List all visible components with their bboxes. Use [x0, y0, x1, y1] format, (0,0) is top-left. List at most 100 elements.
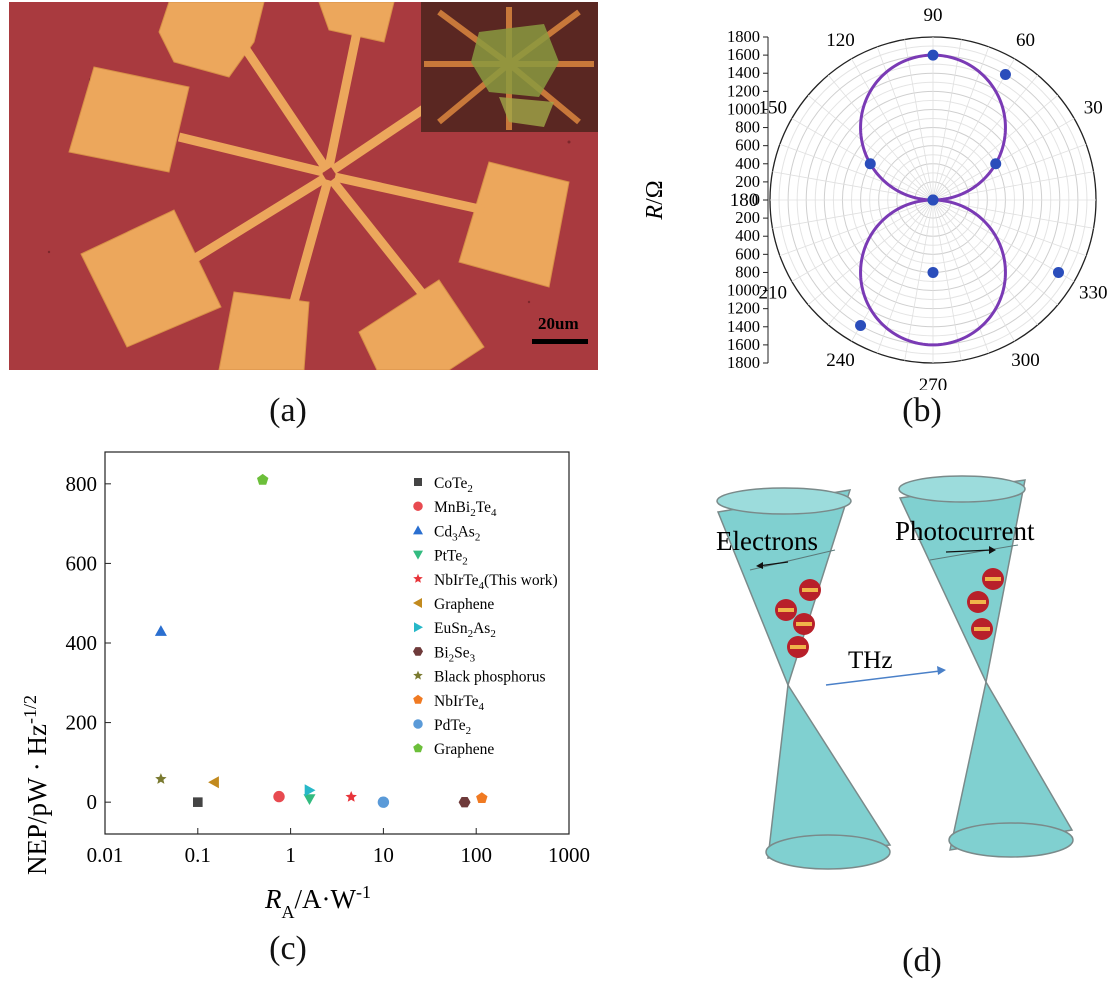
- radial-tick-label: 600: [735, 244, 760, 263]
- x-tick-label: 10: [373, 843, 394, 867]
- x-tick-label: 100: [460, 843, 492, 867]
- legend-label-9: NbIrTe4: [434, 693, 485, 713]
- polar-spoke: [932, 74, 1039, 201]
- y-axis-label: NEP/pW · Hz-1/2: [20, 695, 52, 875]
- angle-label-30: 30: [1084, 98, 1103, 119]
- scatter-point-5: [208, 776, 219, 789]
- polar-spoke: [932, 94, 1059, 201]
- thz-arrow: [825, 670, 941, 686]
- legend-marker-11: [413, 743, 423, 753]
- legend-label-6: EuSn2As2: [434, 620, 496, 640]
- caption-d: (d): [902, 942, 942, 979]
- polar-spoke: [851, 58, 934, 201]
- radial-tick-label: 400: [735, 226, 760, 245]
- legend-marker-9: [413, 694, 423, 704]
- polar-data-point: [864, 158, 876, 170]
- y-tick-label: 200: [66, 711, 98, 735]
- angle-label-330: 330: [1079, 283, 1108, 304]
- radial-tick-label: 1400: [727, 317, 760, 336]
- polar-spoke: [791, 118, 934, 201]
- radial-tick-label: 1000: [727, 99, 760, 118]
- radial-tick-label: 1000: [727, 281, 760, 300]
- legend-marker-8: [413, 670, 423, 680]
- radial-tick-label: 1600: [727, 45, 760, 64]
- polar-spoke: [932, 118, 1075, 201]
- radial-tick-label: 800: [735, 118, 760, 137]
- radial-axis-ticks: 1800160014001200100080060040020002004006…: [727, 27, 769, 372]
- caption-a: (a): [269, 392, 307, 429]
- legend-label-0: CoTe2: [434, 475, 473, 495]
- fermi-line-left: [749, 549, 836, 571]
- y-axis-label: R/Ω: [642, 180, 668, 220]
- polar-data-point: [999, 69, 1011, 81]
- angle-label-240: 240: [826, 350, 855, 371]
- polar-data-point: [927, 49, 939, 61]
- radial-tick-label: 1800: [727, 353, 760, 372]
- y-tick-label: 0: [87, 790, 98, 814]
- angle-label-60: 60: [1016, 30, 1035, 51]
- panel-d: Electrons Photocurrent THz: [700, 460, 1110, 930]
- polar-spoke: [932, 199, 962, 361]
- angle-label-180: 180: [730, 190, 759, 211]
- legend-label-11: Graphene: [434, 741, 494, 758]
- scatter-point-3: [303, 794, 316, 805]
- radial-tick-label: 1400: [727, 63, 760, 82]
- charge-icons: [775, 568, 1004, 658]
- photocurrent-arrow: [945, 549, 993, 553]
- plot-frame: [104, 451, 570, 835]
- x-tick-label: 0.1: [185, 843, 211, 867]
- nep-scatter-chart: 0 200 400 600 800 0.01 0.1 1 10 100 1000 CoTe2 MnB…: [20, 451, 590, 922]
- caption-b: (b): [902, 392, 942, 429]
- polar-spoke: [807, 199, 934, 306]
- scatter-point-2: [154, 625, 167, 636]
- scatter-point-7: [458, 797, 471, 808]
- photocurrent-label: Photocurrent: [895, 516, 1035, 546]
- scatter-point-11: [257, 473, 269, 485]
- panel-b: 1800 1600 1400 1200 1000 800 600 400 200 0 200 400 6…: [640, 0, 1113, 396]
- polar-spoke: [779, 143, 934, 201]
- radial-tick-label: 1600: [727, 335, 760, 354]
- data-points: [855, 49, 1064, 331]
- legend-label-8: Black phosphorus: [434, 669, 546, 686]
- scatter-point-9: [476, 792, 488, 803]
- legend-marker-10: [413, 719, 423, 729]
- angle-label-270: 270: [919, 375, 948, 390]
- polar-data-point: [927, 194, 939, 206]
- radial-tick-label: 200: [735, 172, 760, 191]
- x-axis-ticks: 0.01 0.1 1 10 100 1000: [87, 828, 590, 867]
- radial-tick-label: 800: [735, 262, 760, 281]
- scatter-point-0: [193, 797, 203, 807]
- electrodes: [68, 1, 570, 371]
- polar-data-point: [1052, 266, 1064, 278]
- inset-image: [421, 2, 598, 132]
- radial-tick-label: 600: [735, 136, 760, 155]
- caption-c: (c): [269, 930, 307, 967]
- radial-tick-label: 400: [735, 154, 760, 173]
- polar-spoke: [827, 199, 934, 326]
- right-dirac-cone: [898, 475, 1074, 858]
- legend: CoTe2 MnBi2Te4 Cd3As2 PtTe2 NbIrTe4(This wor…: [413, 475, 558, 758]
- y-tick-label: 400: [66, 631, 98, 655]
- polar-spoke: [932, 39, 962, 201]
- polar-spoke: [932, 199, 1039, 326]
- legend-label-10: PdTe2: [434, 717, 471, 737]
- legend-label-4: NbIrTe4(This work): [434, 572, 558, 592]
- polar-chart: 1800160014001200100080060040020002004006…: [642, 5, 1108, 396]
- scatter-point-6: [304, 784, 316, 797]
- left-dirac-cone: [716, 487, 892, 870]
- polar-spoke: [791, 199, 934, 282]
- panel-c: 0 200 400 600 800 0.01 0.1 1 10 100 1000 CoTe2 MnB…: [20, 440, 600, 930]
- radial-tick-label: 1200: [727, 299, 760, 318]
- scale-bar-label: 20um: [538, 314, 579, 333]
- legend-marker-2: [413, 525, 423, 535]
- radial-tick-label: 1200: [727, 81, 760, 100]
- scatter-point-1: [273, 790, 285, 803]
- scatter-point-10: [377, 796, 390, 808]
- x-tick-label: 1: [285, 843, 296, 867]
- y-tick-label: 800: [66, 472, 98, 496]
- legend-marker-0: [414, 478, 422, 486]
- panel-a: 20um: [9, 1, 598, 371]
- angle-label-300: 300: [1011, 350, 1040, 371]
- thz-label: THz: [848, 647, 892, 674]
- radial-tick-label: 200: [735, 208, 760, 227]
